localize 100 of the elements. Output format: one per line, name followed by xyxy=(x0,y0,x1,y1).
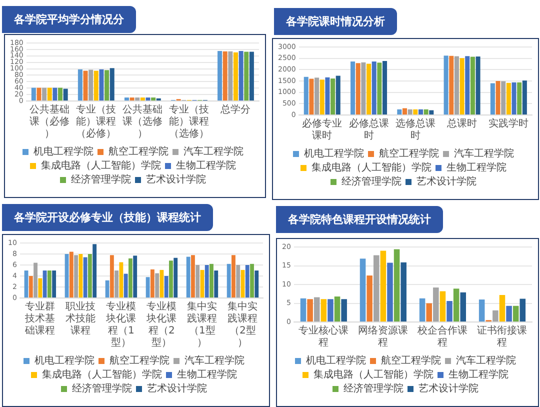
bar xyxy=(408,109,412,114)
bar xyxy=(124,97,129,100)
bar xyxy=(380,250,386,322)
bar xyxy=(83,257,88,298)
x-tick-label: 必修总课时 xyxy=(348,118,389,142)
bar xyxy=(36,88,42,100)
legend-label: 汽车工程学院 xyxy=(456,354,516,367)
bar xyxy=(387,262,393,322)
bar xyxy=(130,97,134,100)
bar xyxy=(449,56,454,114)
bar xyxy=(135,97,140,100)
bar xyxy=(124,274,128,298)
bar xyxy=(196,265,200,298)
bar xyxy=(232,255,236,298)
bar xyxy=(88,70,94,100)
legend-label: 艺术设计学院 xyxy=(147,382,207,395)
bar xyxy=(307,299,313,322)
bar xyxy=(104,70,110,100)
bar xyxy=(492,310,498,322)
bar xyxy=(69,252,74,298)
legend-label: 机电工程学院 xyxy=(34,354,94,367)
bar xyxy=(476,56,480,114)
chart-title: 各学院课时情况分析 xyxy=(274,8,397,35)
x-tick-label: 实践学时 xyxy=(488,118,529,130)
bar xyxy=(377,62,382,114)
bar xyxy=(336,76,340,114)
bar xyxy=(506,82,511,114)
bar xyxy=(460,58,464,114)
x-tick-label: 专业核心课程 xyxy=(298,324,349,349)
bar xyxy=(460,292,466,322)
legend-label: 汽车工程学院 xyxy=(184,354,244,367)
bar xyxy=(429,110,434,114)
bar xyxy=(254,270,259,298)
bar xyxy=(397,109,402,114)
bar xyxy=(341,299,347,322)
bar xyxy=(191,255,195,298)
legend-label: 航空工程学院 xyxy=(110,354,170,367)
bar xyxy=(512,82,516,114)
bar xyxy=(304,76,308,114)
bar xyxy=(146,277,150,298)
legend-label: 经济管理学院 xyxy=(342,176,402,188)
legend-label: 集成电路（人工智能）学院 xyxy=(314,368,434,381)
legend-label: 机电工程学院 xyxy=(34,146,94,158)
bar xyxy=(52,88,58,100)
bar xyxy=(218,51,222,100)
bar xyxy=(140,97,145,100)
x-tick-label: 集中实践课程（2型） xyxy=(228,300,258,349)
bar xyxy=(374,255,380,322)
bar xyxy=(433,288,439,322)
bar xyxy=(244,52,249,100)
bar xyxy=(517,82,522,114)
bar xyxy=(424,109,428,114)
legend-label: 航空工程学院 xyxy=(379,148,439,160)
legend-label: 集成电路（人工智能）学院 xyxy=(41,160,161,172)
bar xyxy=(419,298,426,322)
bar xyxy=(146,97,150,100)
bar xyxy=(320,299,327,322)
bar xyxy=(52,270,56,298)
legend-label: 航空工程学院 xyxy=(108,146,168,158)
bar xyxy=(47,88,52,100)
bar xyxy=(238,51,244,100)
bar xyxy=(506,306,512,322)
bar xyxy=(413,109,418,114)
x-tick-label: 专业（技能）课程（必修） xyxy=(76,104,116,140)
bar xyxy=(470,56,475,114)
bar xyxy=(320,80,324,114)
bar xyxy=(110,68,114,100)
bar xyxy=(99,69,104,100)
x-tick-label: 专业（技能）课程（选修） xyxy=(169,104,210,140)
bar xyxy=(309,78,314,114)
bar xyxy=(78,254,83,298)
bar xyxy=(426,303,432,322)
legend-label: 经济管理学院 xyxy=(344,382,404,395)
x-tick-label: 专业群技术基础课程 xyxy=(24,300,56,337)
chart-title: 各学院特色课程开设情况统计 xyxy=(276,206,443,233)
bar xyxy=(245,265,250,298)
legend-label: 艺术设计学院 xyxy=(418,382,478,395)
bar xyxy=(222,51,228,100)
bar xyxy=(31,88,36,100)
legend-label: 生物工程学院 xyxy=(177,368,237,381)
bar xyxy=(382,61,388,114)
bar xyxy=(214,270,218,298)
x-tick-label: 必修专业课时 xyxy=(302,118,342,142)
bar xyxy=(155,273,160,298)
bar xyxy=(150,269,154,298)
x-tick-label: 选修总课时 xyxy=(395,118,436,142)
legend-label: 汽车工程学院 xyxy=(454,148,514,160)
bar xyxy=(128,258,132,298)
bar xyxy=(520,298,526,322)
bar xyxy=(228,51,233,100)
bar xyxy=(78,69,82,100)
bar xyxy=(151,97,156,100)
bar xyxy=(28,276,33,298)
bar xyxy=(42,270,47,298)
legend-label: 生物工程学院 xyxy=(448,368,508,381)
legend-label: 艺术设计学院 xyxy=(146,174,206,186)
bar xyxy=(92,244,97,298)
bar xyxy=(94,70,98,100)
bar xyxy=(74,255,78,298)
bar xyxy=(174,258,178,298)
